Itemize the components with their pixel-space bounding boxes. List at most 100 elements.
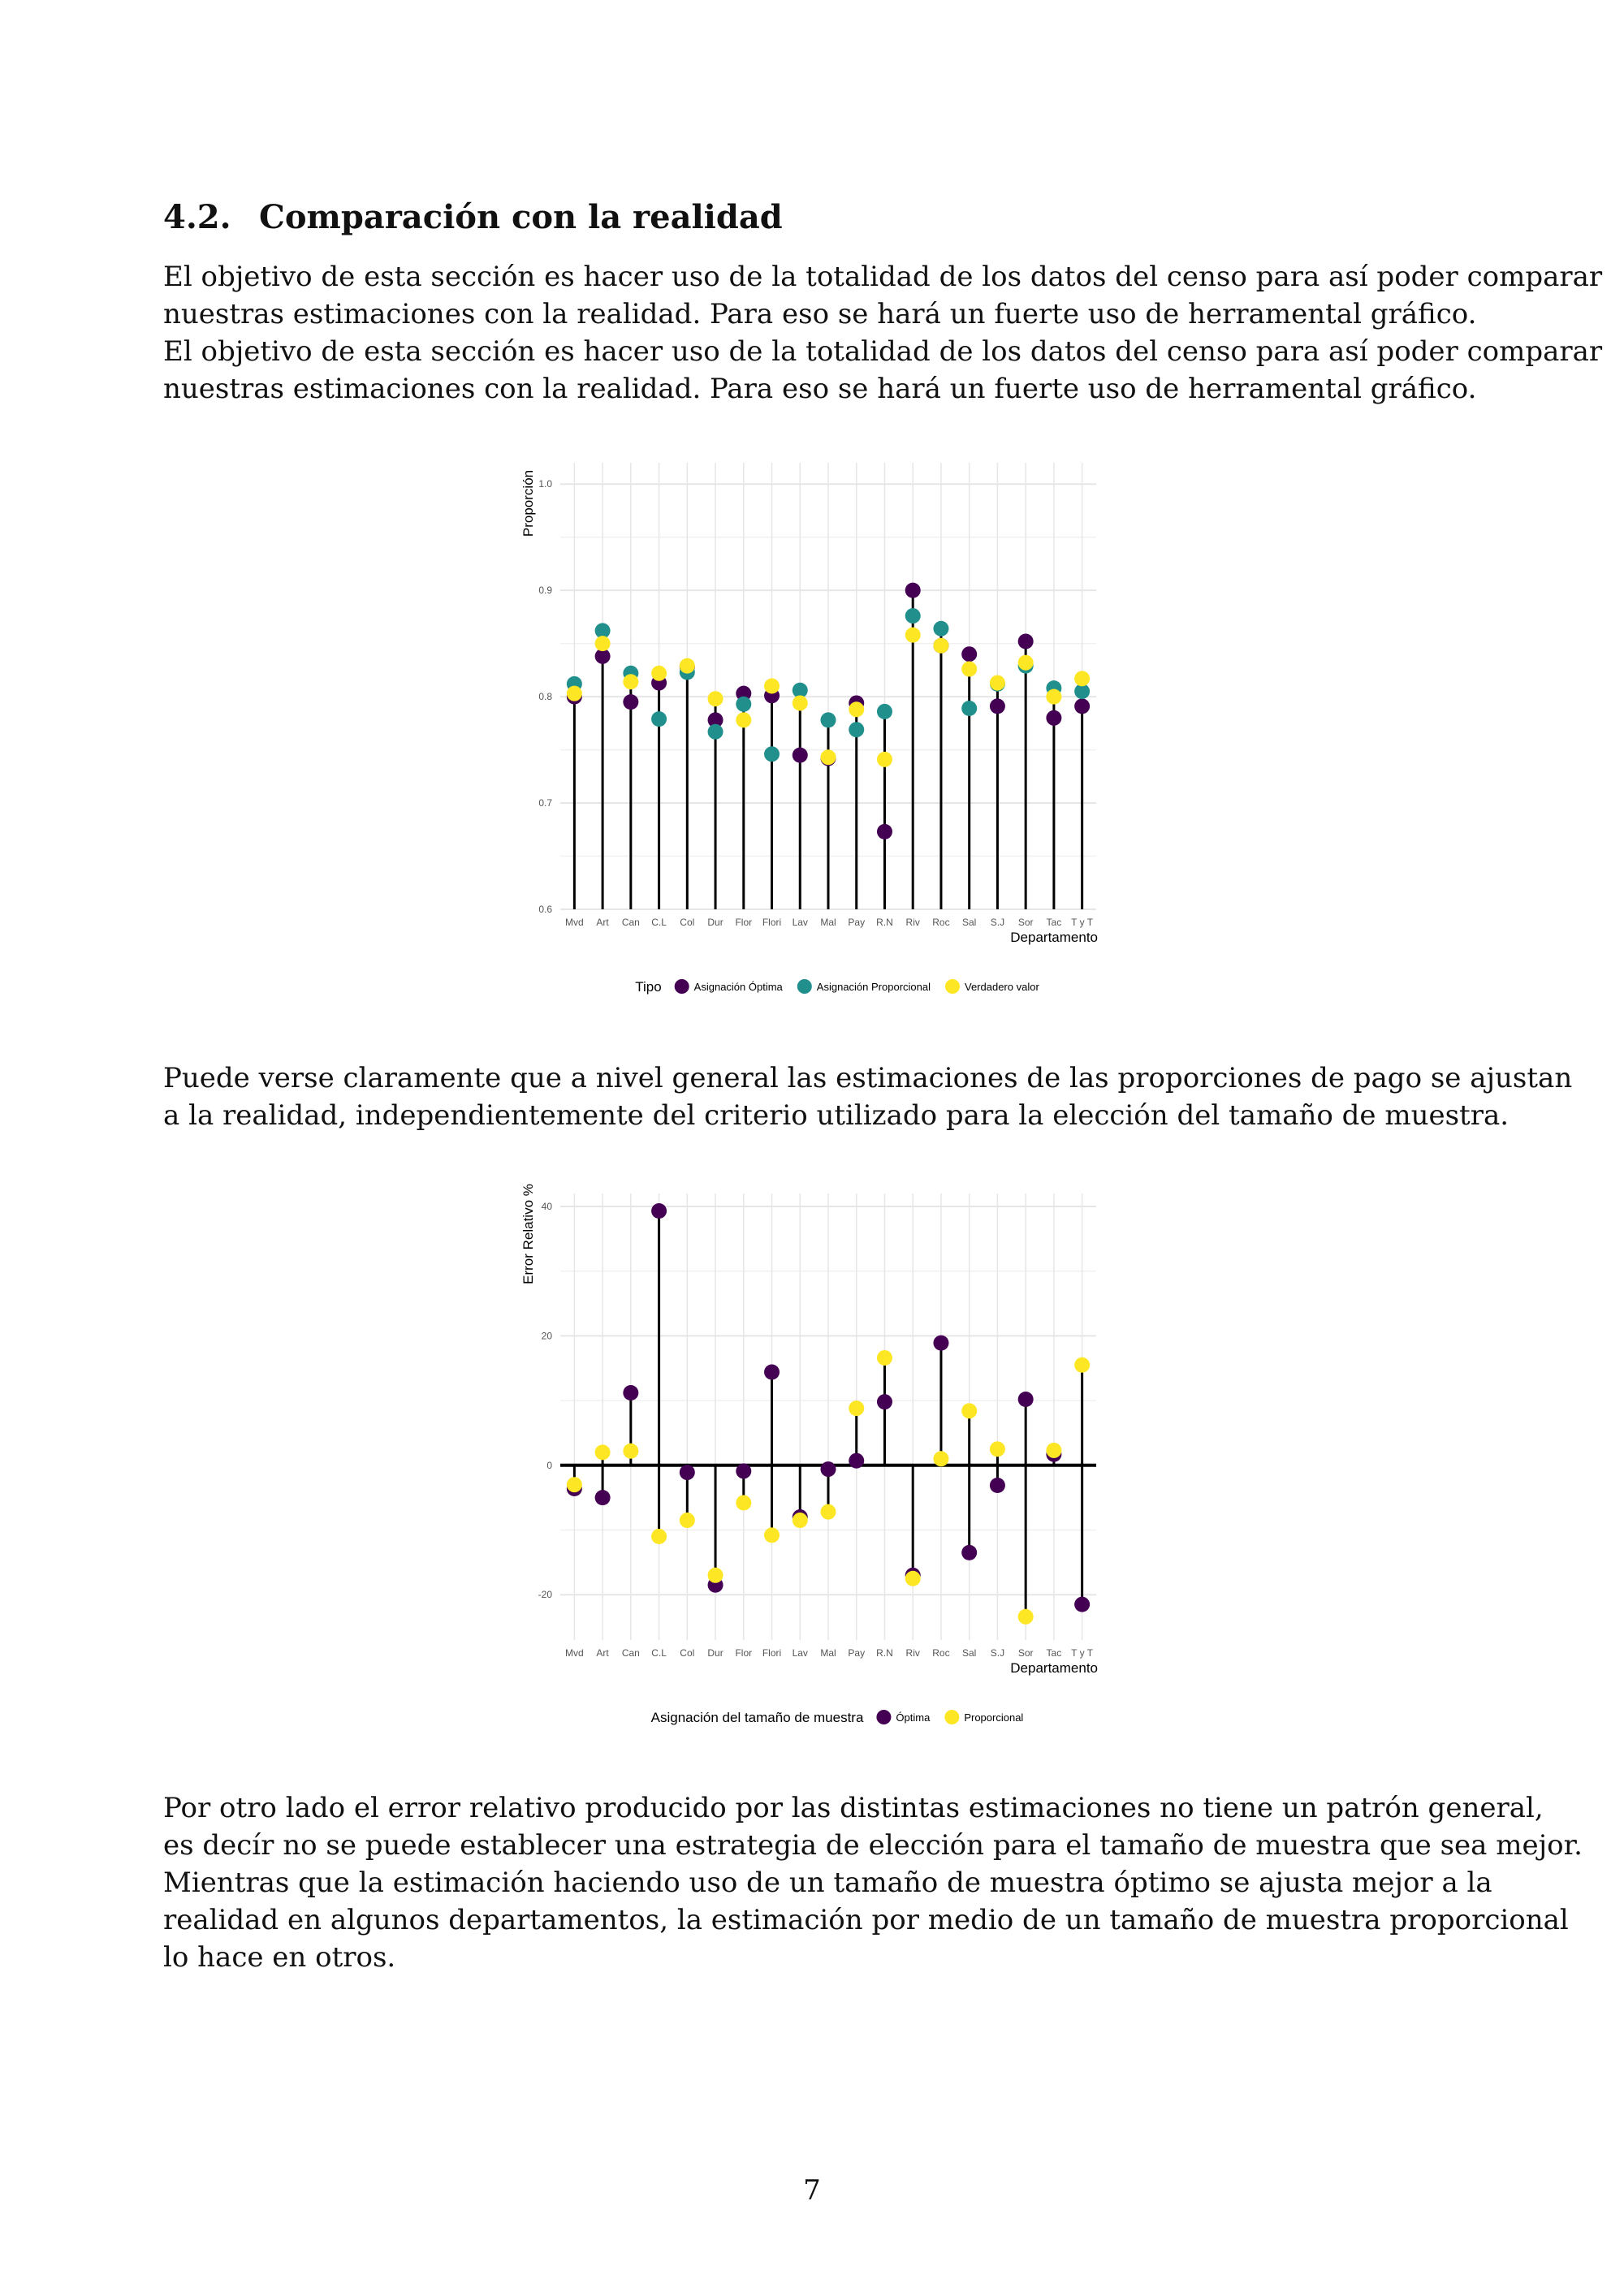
data-point — [623, 674, 639, 690]
legend-label: Asignación Óptima — [694, 981, 784, 993]
data-point — [792, 1513, 808, 1529]
x-tick-label: Flori — [762, 917, 781, 928]
legend-title: Tipo — [635, 979, 661, 995]
closing-paragraph: Por otro lado el error relativo producid… — [163, 1789, 1583, 1976]
y-tick-label: 0 — [546, 1460, 552, 1471]
data-point — [1074, 1596, 1091, 1612]
data-point — [1017, 633, 1034, 650]
section-heading: 4.2. Comparación con la realidad — [163, 198, 783, 236]
data-point — [764, 678, 780, 694]
data-point — [876, 1349, 892, 1366]
text-line: Por otro lado el error relativo producid… — [163, 1792, 1544, 1824]
middle-paragraph: Puede verse claramente que a nivel gener… — [163, 1060, 1573, 1134]
data-point — [594, 648, 611, 664]
data-point — [651, 1528, 667, 1544]
data-point — [933, 620, 949, 637]
y-tick-label: 1.0 — [538, 478, 552, 490]
data-point — [1017, 1391, 1034, 1407]
data-point — [989, 698, 1005, 714]
x-tick-label: Can — [622, 1647, 640, 1659]
legend: Asignación del tamaño de muestra Óptima Pr… — [651, 1710, 1023, 1725]
x-tick-label: Flor — [735, 917, 752, 928]
x-tick-label: Mvd — [565, 1647, 584, 1659]
series-points — [566, 1349, 1091, 1625]
data-point — [933, 637, 949, 654]
x-tick-label: Pay — [848, 1647, 865, 1659]
data-point — [1046, 710, 1062, 726]
data-point — [566, 1477, 582, 1493]
y-axis-label: Error Relativo % — [520, 1184, 536, 1284]
x-tick-label: Lav — [793, 917, 808, 928]
text-line: Mientras que la estimación haciendo uso … — [163, 1867, 1492, 1899]
data-point — [651, 1203, 667, 1219]
x-tick-label: Col — [680, 1647, 694, 1659]
text-line: a la realidad, independientemente del cr… — [163, 1099, 1510, 1132]
text-line: El objetivo de esta sección es hacer uso… — [163, 335, 1603, 368]
data-point — [849, 1452, 865, 1469]
data-point — [876, 823, 892, 839]
data-point — [989, 675, 1005, 691]
x-tick-label: Riv — [906, 1647, 920, 1659]
y-tick-label: 20 — [542, 1330, 553, 1341]
text-line: lo hace en otros. — [163, 1941, 396, 1974]
x-tick-label: Col — [680, 917, 694, 928]
data-point — [594, 1444, 611, 1461]
section-title: Comparación con la realidad — [259, 198, 783, 236]
x-tick-label: S.J — [991, 917, 1004, 928]
data-point — [849, 701, 865, 718]
x-tick-label: Flor — [735, 1647, 752, 1659]
x-tick-label: Roc — [932, 1647, 949, 1659]
data-point — [594, 1490, 611, 1506]
x-tick-label: Sor — [1018, 917, 1034, 928]
data-point — [792, 682, 808, 698]
x-tick-label: T y T — [1071, 1647, 1094, 1659]
x-tick-label: Roc — [932, 917, 949, 928]
data-point — [764, 1364, 780, 1380]
data-point — [736, 696, 752, 712]
legend-label: Óptima — [896, 1711, 931, 1724]
data-point — [679, 1513, 695, 1529]
data-point — [961, 701, 978, 716]
data-point — [651, 711, 667, 727]
x-tick-label: Tac — [1047, 917, 1062, 928]
data-point — [905, 627, 921, 643]
data-point — [736, 685, 752, 701]
text-line: es decír no se puede establecer una estr… — [163, 1829, 1583, 1862]
text-line: Puede verse claramente que a nivel gener… — [163, 1062, 1573, 1094]
data-point — [707, 691, 723, 707]
grid — [560, 1193, 1096, 1640]
data-point — [594, 623, 611, 639]
x-axis-label: Departamento — [1010, 930, 1098, 945]
x-tick-label: Art — [596, 1647, 609, 1659]
data-point — [1046, 688, 1062, 705]
data-point — [1074, 698, 1091, 714]
x-tick-label: Tac — [1047, 1647, 1062, 1659]
data-point — [849, 1400, 865, 1417]
data-point — [1017, 1608, 1034, 1625]
x-tick-label: Lav — [793, 1647, 808, 1659]
data-point — [623, 1443, 639, 1459]
data-point — [989, 1477, 1005, 1493]
data-point — [736, 712, 752, 728]
legend-title: Asignación del tamaño de muestra — [651, 1710, 864, 1725]
x-tick-label: Flori — [762, 1647, 781, 1659]
data-point — [1017, 654, 1034, 671]
x-tick-label: Sor — [1018, 1647, 1034, 1659]
x-tick-label: Dur — [707, 1647, 723, 1659]
data-point — [849, 722, 865, 738]
data-point — [623, 1385, 639, 1401]
x-tick-label: Pay — [848, 917, 865, 928]
data-point — [1074, 684, 1091, 700]
data-point — [905, 608, 921, 624]
data-point — [707, 712, 723, 728]
x-tick-label: C.L — [651, 1647, 667, 1659]
legend-swatch — [674, 979, 689, 994]
section-number: 4.2. — [163, 198, 231, 236]
data-point — [764, 746, 780, 762]
y-axis-label: Proporción — [520, 470, 536, 537]
legend-swatch — [876, 1710, 892, 1724]
data-point — [961, 646, 978, 662]
stems — [572, 590, 1084, 909]
x-axis-label: Departamento — [1010, 1660, 1098, 1676]
y-tick-label: 0.9 — [538, 585, 552, 596]
